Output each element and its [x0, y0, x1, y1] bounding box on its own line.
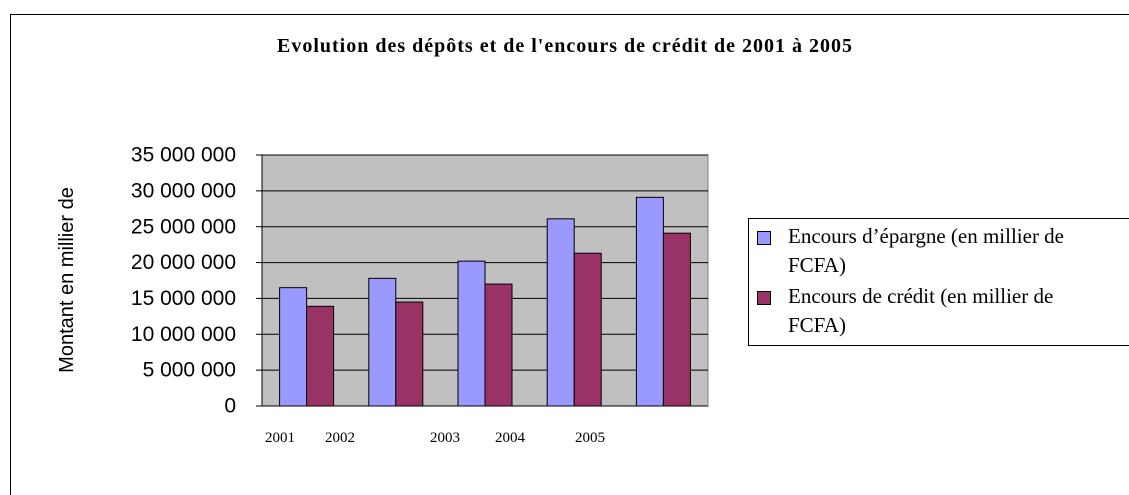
y-tick-label: 0 — [224, 395, 236, 418]
bar — [395, 301, 424, 407]
x-tick-label: 2004 — [495, 430, 526, 446]
bar — [662, 232, 691, 407]
legend-entry: Encours d’épargne (en millier de FCFA) — [757, 222, 1102, 280]
legend-swatch — [757, 291, 771, 305]
x-tick-label: 2002 — [325, 430, 355, 446]
y-tick-label: 25 000 000 — [131, 215, 236, 238]
bar — [573, 252, 602, 407]
y-tick-label: 30 000 000 — [131, 179, 236, 202]
chart-title: Evolution des dépôts et de l'encours de … — [277, 35, 853, 57]
bar — [368, 277, 397, 407]
x-tick-label: 2003 — [430, 430, 460, 446]
x-tick-label: 2001 — [265, 430, 295, 446]
bar — [635, 196, 664, 407]
y-tick-label: 15 000 000 — [131, 287, 236, 310]
bar — [484, 283, 513, 407]
y-tick-label: 35 000 000 — [131, 144, 236, 167]
y-tick-label: 10 000 000 — [131, 323, 236, 346]
legend-swatch — [757, 231, 771, 245]
y-tick-label: 5 000 000 — [143, 359, 236, 382]
bar — [279, 287, 308, 407]
legend-label: Encours d’épargne (en millier de FCFA) — [788, 224, 1065, 277]
bar — [546, 218, 575, 407]
legend-label: Encours de crédit (en millier de FCFA) — [788, 284, 1054, 337]
bar — [457, 260, 486, 407]
legend: Encours d’épargne (en millier de FCFA) En… — [748, 218, 1129, 346]
y-tick-label: 20 000 000 — [131, 251, 236, 274]
x-tick-label: 2005 — [575, 430, 605, 446]
bar — [306, 305, 335, 407]
y-axis-label: Montant en millier de — [56, 187, 78, 373]
legend-entry: Encours de crédit (en millier de FCFA) — [757, 282, 1102, 340]
